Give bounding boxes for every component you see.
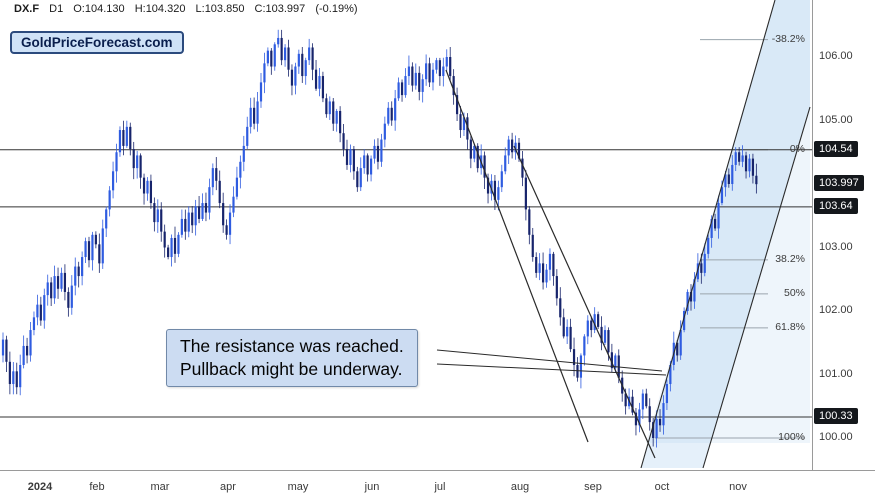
- low-value: L:103.850: [195, 3, 245, 15]
- interval-label: D1: [49, 3, 64, 15]
- price-tick-100.00: 100.00: [819, 431, 853, 443]
- time-tick-sep: sep: [584, 481, 602, 493]
- price-tick-103.00: 103.00: [819, 240, 853, 253]
- high-value: H:104.320: [134, 3, 186, 15]
- price-tick-105.00: 105.00: [819, 113, 853, 126]
- time-tick-oct: oct: [654, 481, 670, 493]
- trendline-rising-support-1: [640, 0, 776, 469]
- time-tick-feb: feb: [89, 481, 105, 493]
- time-tick-jun: jun: [364, 481, 380, 493]
- candlestick-series: [1, 29, 758, 448]
- annotation-line-1: The resistance was reached.: [180, 336, 404, 356]
- price-level-badge-103.64: 103.64: [814, 197, 858, 214]
- time-tick-2024: 2024: [27, 481, 53, 493]
- price-chart-canvas[interactable]: [0, 0, 812, 470]
- symbol-label: DX.F: [14, 3, 40, 15]
- open-value: O:104.130: [73, 3, 125, 15]
- time-tick-nov: nov: [729, 481, 747, 493]
- close-value: C:103.997: [254, 3, 306, 15]
- ohlc-legend: DX.F D1 O:104.130 H:104.320 L:103.850 C:…: [14, 3, 365, 15]
- trendline-pointer-1: [436, 349, 663, 372]
- shaded-region-rising-channel: [641, 0, 810, 468]
- price-level-badge-100.33: 100.33: [814, 408, 858, 425]
- price-level-badge-104.54: 104.54: [814, 140, 858, 157]
- time-axis[interactable]: 2024 feb mar apr may jun jul aug sep oct nov: [0, 470, 875, 500]
- price-axis[interactable]: 106.00 105.00 103.00 102.00 101.00 100.00 104.…: [812, 0, 875, 470]
- shaded-region-pale-zone: [646, 0, 810, 443]
- price-tick-102.00: 102.00: [819, 304, 853, 316]
- price-tick-101.00: 101.00: [819, 367, 853, 380]
- trendline-pointer-2: [436, 363, 667, 376]
- change-value: (-0.19%): [315, 3, 358, 15]
- time-tick-may: may: [287, 481, 309, 493]
- trendline-rising-support-2: [702, 106, 811, 469]
- annotation-callout: The resistance was reached. Pullback mig…: [166, 329, 418, 388]
- site-watermark: GoldPriceForecast.com: [10, 31, 184, 54]
- annotation-line-2: Pullback might be underway.: [180, 359, 403, 380]
- current-price-badge-103.997: 103.997: [814, 175, 864, 192]
- trendline-falling-2: [513, 145, 656, 459]
- price-tick-106.00: 106.00: [819, 50, 853, 62]
- time-tick-apr: apr: [220, 481, 236, 493]
- trendline-falling-1: [445, 69, 589, 443]
- time-tick-jul: jul: [434, 481, 446, 493]
- time-tick-mar: mar: [150, 481, 170, 493]
- time-tick-aug: aug: [510, 481, 530, 493]
